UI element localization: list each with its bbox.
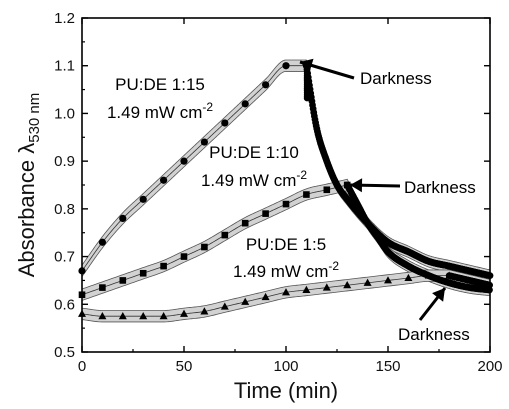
point-circle	[98, 238, 106, 246]
darkness-label-square: Darkness	[404, 178, 476, 197]
point-circle	[200, 138, 208, 146]
point-square	[180, 253, 188, 260]
point-triangle	[241, 297, 250, 305]
point-triangle	[282, 288, 290, 296]
point-square	[160, 262, 167, 270]
point-triangle	[139, 312, 148, 320]
darkness-arrow-head	[300, 58, 314, 73]
point-square	[241, 219, 249, 227]
x-tick-label: 50	[176, 358, 193, 375]
point-triangle	[220, 302, 229, 310]
point-triangle	[322, 283, 331, 291]
series-condition-superscript: -2	[202, 100, 213, 114]
point-square	[119, 277, 127, 284]
point-square	[201, 243, 208, 251]
point-circle	[221, 119, 229, 127]
data-points	[78, 62, 494, 320]
point-square	[262, 210, 269, 217]
darkness-arrow-head	[350, 178, 363, 193]
y-tick-label: 0.8	[54, 201, 75, 218]
darkness-arrow-head	[432, 288, 445, 302]
y-tick-label: 0.7	[54, 249, 75, 266]
series-label-circle: PU:DE 1:15	[115, 75, 205, 94]
point-square	[303, 191, 310, 198]
y-axis-label-subscript: 530 nm	[26, 93, 43, 143]
point-triangle	[200, 307, 209, 315]
point-circle	[119, 214, 127, 222]
x-tick-label: 150	[375, 358, 400, 375]
darkness-points-circle	[303, 62, 494, 280]
series-condition-circle: 1.49 mW cm-2	[107, 100, 213, 122]
series-condition-text: 1.49 mW cm	[233, 262, 328, 281]
point-circle	[139, 195, 147, 203]
point-triangle	[261, 292, 270, 301]
darkness-point	[303, 94, 311, 102]
series-condition-superscript: -2	[328, 259, 339, 273]
point-triangle	[404, 273, 413, 282]
y-axis-label: Absorbance λ530 nm	[14, 93, 43, 278]
series-condition-triangle: 1.49 mW cm-2	[233, 259, 339, 281]
y-axis-label-main: Absorbance λ	[14, 143, 39, 278]
series-label-square: PU:DE 1:10	[209, 143, 299, 162]
point-circle	[180, 157, 188, 165]
point-triangle	[180, 309, 188, 317]
point-triangle	[118, 312, 127, 320]
x-tick-label: 0	[78, 358, 86, 375]
point-triangle	[343, 281, 352, 289]
y-tick-label: 0.9	[54, 153, 75, 170]
point-circle	[241, 100, 249, 108]
x-tick-label: 200	[477, 358, 502, 375]
point-square	[139, 269, 147, 277]
y-tick-label: 1.2	[54, 10, 75, 27]
point-triangle	[302, 285, 311, 293]
series-condition-text: 1.49 mW cm	[107, 103, 202, 122]
axes: 0.5 0.6 0.7 0.8 0.9 1.0 1.1 1.2 0 50 100 150 200 Time…	[14, 10, 503, 403]
point-circle	[282, 62, 290, 70]
point-square	[99, 284, 106, 291]
x-tick-label: 100	[273, 358, 298, 375]
point-triangle	[363, 278, 372, 286]
series-condition-superscript: -2	[296, 168, 307, 182]
y-tick-label: 0.5	[54, 344, 75, 361]
series-condition-square: 1.49 mW cm-2	[201, 168, 307, 190]
point-circle	[262, 81, 270, 89]
darkness-label-triangle: Darkness	[398, 325, 470, 344]
y-tick-label: 1.0	[54, 105, 75, 122]
point-triangle	[159, 312, 168, 320]
point-square	[323, 186, 331, 194]
series-condition-text: 1.49 mW cm	[201, 171, 296, 190]
x-axis-label: Time (min)	[234, 378, 338, 403]
point-triangle	[98, 312, 107, 320]
darkness-points-triangle	[445, 272, 493, 289]
point-square	[282, 200, 290, 208]
y-tick-label: 1.1	[54, 58, 75, 75]
point-triangle	[384, 276, 392, 284]
series-label-triangle: PU:DE 1:5	[246, 235, 326, 254]
point-square	[221, 231, 229, 239]
y-tick-label: 0.6	[54, 296, 75, 313]
point-triangle	[424, 271, 433, 279]
darkness-label-circle: Darkness	[360, 69, 432, 88]
point-circle	[160, 176, 168, 184]
